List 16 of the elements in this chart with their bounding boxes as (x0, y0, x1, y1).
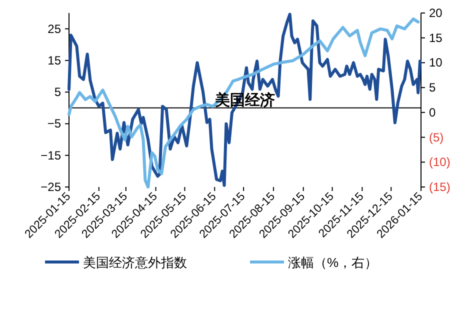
y2-tick-label: 5 (429, 80, 436, 95)
y-tick-label: 15 (48, 53, 62, 68)
y2-tick-label: (10) (429, 155, 450, 170)
y2-tick-label: 15 (429, 30, 443, 45)
y-tick-label: −25 (40, 180, 62, 194)
y-tick-label: 25 (48, 22, 62, 36)
y2-tick-label: (5) (429, 130, 444, 144)
y-tick-label: 5 (54, 85, 62, 100)
y-tick-label: −15 (40, 148, 62, 162)
y2-tick-label: 10 (429, 56, 443, 70)
y-tick-label: −5 (47, 116, 62, 131)
legend-label: 美国经济意外指数 (83, 255, 187, 270)
y2-tick-label: (15) (429, 180, 450, 194)
legend-label: 涨幅（%，右） (288, 255, 378, 270)
y2-tick-label: 0 (429, 105, 436, 120)
y2-tick-label: 20 (429, 6, 443, 20)
